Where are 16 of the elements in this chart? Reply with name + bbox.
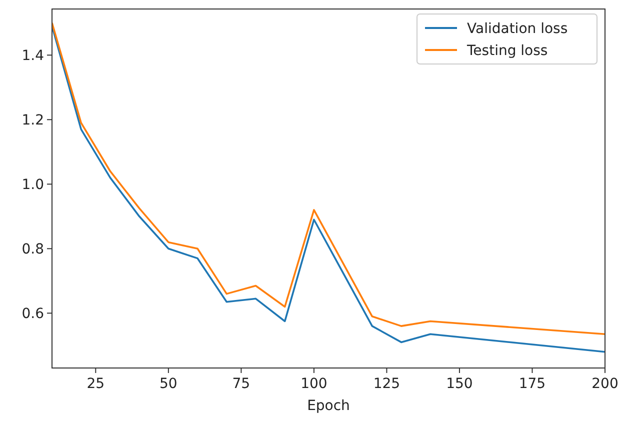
legend-label: Validation loss xyxy=(467,21,568,37)
legend-label: Testing loss xyxy=(466,43,548,59)
y-tick-label: 0.6 xyxy=(22,306,44,322)
y-tick-label: 0.8 xyxy=(22,242,44,258)
y-tick-label: 1.0 xyxy=(22,177,44,194)
y-tick-label: 1.2 xyxy=(22,112,44,129)
x-tick-label: 175 xyxy=(518,376,546,392)
x-tick-label: 125 xyxy=(373,376,400,392)
x-tick-label: 50 xyxy=(160,376,178,392)
x-tick-label: 150 xyxy=(446,376,473,392)
x-axis-title: Epoch xyxy=(307,398,350,414)
x-tick-label: 25 xyxy=(86,376,105,392)
y-tick-label: 1.4 xyxy=(22,48,44,64)
x-tick-label: 75 xyxy=(232,376,250,392)
x-tick-label: 100 xyxy=(300,376,328,392)
x-tick-label: 200 xyxy=(592,376,618,392)
